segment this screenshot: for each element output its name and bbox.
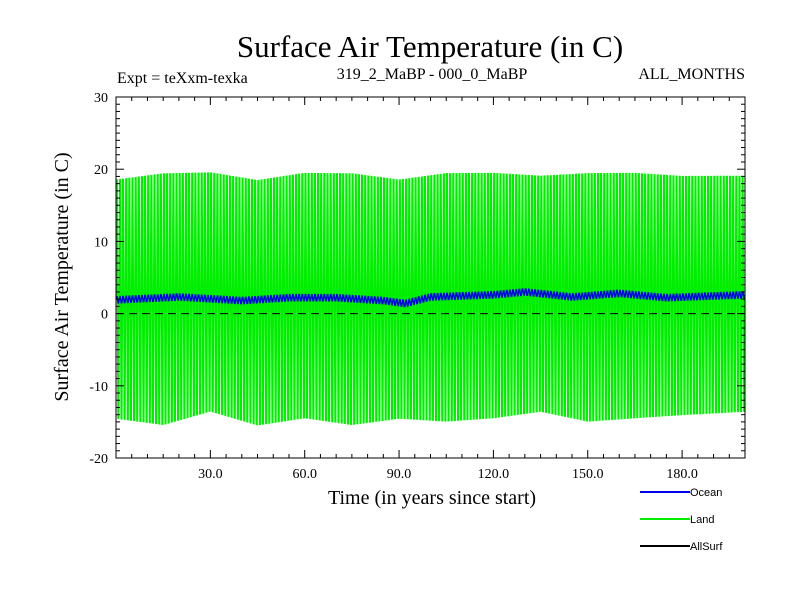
- legend-entry-ocean: Ocean: [640, 487, 722, 499]
- legend-entry-allsurf: AllSurf: [640, 541, 723, 553]
- x-tick-label: 120.0: [478, 467, 510, 482]
- y-tick-label: -10: [89, 380, 108, 395]
- x-tick-label: 60.0: [292, 467, 317, 482]
- legend: Ocean Land AllSurf: [640, 487, 723, 553]
- series-group: [116, 172, 745, 426]
- x-tick-label: 150.0: [572, 467, 604, 482]
- y-tick-label: 20: [94, 163, 108, 178]
- chart-subtitle-center: 319_2_MaBP - 000_0_MaBP: [337, 66, 528, 83]
- chart-title: Surface Air Temperature (in C): [237, 29, 623, 64]
- x-tick-label: 30.0: [198, 467, 223, 482]
- legend-label: Ocean: [690, 487, 722, 499]
- legend-label: AllSurf: [690, 541, 723, 553]
- y-axis-label: Surface Air Temperature (in C): [51, 152, 73, 401]
- y-tick-label: 30: [94, 91, 108, 106]
- axis-ticks: 30.0 60.0 90.0 120.0 150.0 180.0 -20 -10 0 10 20 30: [89, 91, 745, 482]
- x-tick-label: 180.0: [666, 467, 698, 482]
- chart-subtitle-right: ALL_MONTHS: [638, 66, 745, 83]
- legend-entry-land: Land: [640, 514, 714, 526]
- series-ocean-line: [116, 288, 745, 308]
- plot-area: [116, 172, 745, 426]
- chart-subtitle-left: Expt = teXxm-texka: [117, 70, 248, 87]
- x-axis-label: Time (in years since start): [328, 487, 536, 509]
- x-tick-label: 90.0: [387, 467, 412, 482]
- y-tick-label: -20: [89, 452, 108, 467]
- y-tick-label: 0: [101, 308, 108, 323]
- legend-label: Land: [690, 514, 714, 526]
- y-tick-label: 10: [94, 235, 108, 250]
